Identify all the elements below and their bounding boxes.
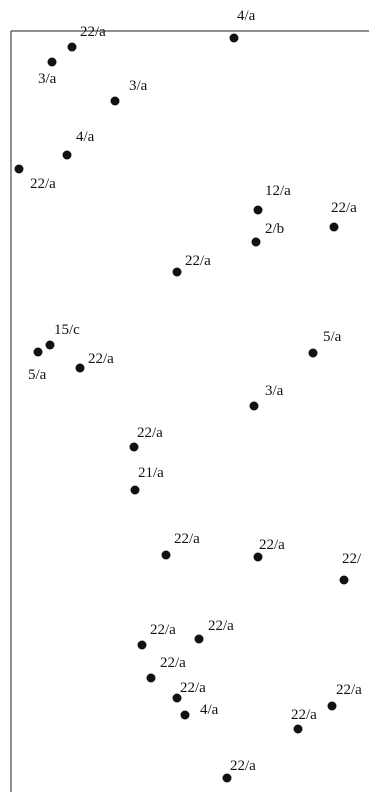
survey-point: 22/a xyxy=(291,707,317,734)
survey-point-label: 22/a xyxy=(150,622,176,638)
survey-point-marker xyxy=(180,710,190,720)
survey-point: 12/a xyxy=(253,183,291,215)
survey-point-marker xyxy=(67,42,77,52)
survey-point-label: 3/a xyxy=(38,71,57,87)
survey-point-label: 22/a xyxy=(331,200,357,216)
survey-point-label: 22/a xyxy=(336,682,362,698)
survey-point: 22/a xyxy=(75,351,114,373)
survey-point-label: 12/a xyxy=(265,183,291,199)
survey-point-marker xyxy=(47,57,57,67)
survey-points: 22/a 4/a 3/a 3/a 4/a 22/a 12/a 2/b 22/a 22/a 15/c 5… xyxy=(14,8,362,783)
survey-point-marker xyxy=(293,724,303,734)
survey-point-marker xyxy=(229,33,239,43)
survey-point-label: 15/c xyxy=(54,322,80,338)
survey-point-label: 22/ xyxy=(342,551,362,567)
survey-point: 22/a xyxy=(67,24,106,52)
survey-point: 22/a xyxy=(172,253,211,277)
survey-point-marker xyxy=(329,222,339,232)
survey-point-marker xyxy=(172,693,182,703)
survey-point: 3/a xyxy=(110,78,148,106)
survey-point-marker xyxy=(45,340,55,350)
survey-point-marker xyxy=(253,205,263,215)
survey-point-label: 21/a xyxy=(138,465,164,481)
survey-point: 22/a xyxy=(146,655,186,683)
survey-point-marker xyxy=(110,96,120,106)
survey-point-label: 4/a xyxy=(76,129,95,145)
survey-point: 5/a xyxy=(308,329,342,358)
survey-point: 22/a xyxy=(14,164,56,192)
survey-point-marker xyxy=(327,701,337,711)
survey-point-marker xyxy=(308,348,318,358)
survey-point-marker xyxy=(161,550,171,560)
survey-point: 22/a xyxy=(161,531,200,560)
survey-point-label: 3/a xyxy=(265,383,284,399)
survey-point: 2/b xyxy=(251,221,284,247)
survey-point: 22/a xyxy=(253,537,285,562)
survey-point-label: 4/a xyxy=(200,702,219,718)
survey-point-marker xyxy=(14,164,24,174)
survey-point-marker xyxy=(251,237,261,247)
survey-point: 22/a xyxy=(137,622,176,650)
survey-point: 4/a xyxy=(229,8,256,43)
survey-point-label: 5/a xyxy=(28,367,47,383)
survey-point-label: 22/a xyxy=(230,758,256,774)
survey-point-label: 22/a xyxy=(137,425,163,441)
survey-point-label: 22/a xyxy=(30,176,56,192)
survey-point-label: 5/a xyxy=(323,329,342,345)
survey-point: 22/a xyxy=(194,618,234,644)
survey-point-label: 22/a xyxy=(88,351,114,367)
survey-point: 22/a xyxy=(172,680,206,703)
survey-point-label: 22/a xyxy=(180,680,206,696)
survey-point: 3/a xyxy=(249,383,284,411)
survey-point-marker xyxy=(194,634,204,644)
survey-point-marker xyxy=(130,485,140,495)
survey-point-label: 4/a xyxy=(237,8,256,24)
survey-point-marker xyxy=(339,575,349,585)
survey-point-marker xyxy=(137,640,147,650)
survey-point-marker xyxy=(249,401,259,411)
survey-point-marker xyxy=(129,442,139,452)
survey-point: 22/a xyxy=(327,682,362,711)
survey-point-label: 22/a xyxy=(208,618,234,634)
survey-point: 22/a xyxy=(129,425,163,452)
survey-point-label: 22/a xyxy=(259,537,285,553)
survey-point-marker xyxy=(75,363,85,373)
survey-point-marker xyxy=(172,267,182,277)
survey-point-marker xyxy=(62,150,72,160)
survey-point-label: 22/a xyxy=(160,655,186,671)
survey-point-label: 22/a xyxy=(80,24,106,40)
survey-point: 5/a xyxy=(28,347,47,383)
survey-point: 22/a xyxy=(329,200,357,232)
survey-point: 15/c xyxy=(45,322,80,350)
survey-point: 4/a xyxy=(62,129,95,160)
survey-point-marker xyxy=(33,347,43,357)
survey-point: 4/a xyxy=(180,702,219,720)
survey-point-label: 22/a xyxy=(291,707,317,723)
survey-point: 21/a xyxy=(130,465,164,495)
survey-point-label: 3/a xyxy=(129,78,148,94)
survey-point-label: 22/a xyxy=(185,253,211,269)
survey-point: 22/a xyxy=(222,758,256,783)
survey-point-marker xyxy=(146,673,156,683)
survey-point-marker xyxy=(253,552,263,562)
survey-point: 22/ xyxy=(339,551,362,585)
survey-point: 3/a xyxy=(38,57,57,87)
survey-point-label: 2/b xyxy=(265,221,284,237)
survey-point-marker xyxy=(222,773,232,783)
survey-point-label: 22/a xyxy=(174,531,200,547)
